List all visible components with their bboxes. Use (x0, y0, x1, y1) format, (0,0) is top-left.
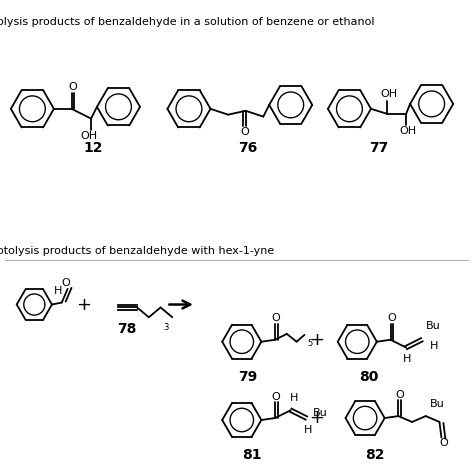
Text: 3: 3 (164, 322, 169, 331)
Text: Bu: Bu (430, 399, 445, 410)
Text: +: + (76, 295, 91, 313)
Text: 79: 79 (238, 370, 257, 384)
Text: 78: 78 (118, 322, 137, 336)
Text: 82: 82 (365, 448, 384, 462)
Text: OH: OH (81, 131, 98, 141)
Text: OH: OH (400, 126, 417, 137)
Text: Bu: Bu (426, 321, 441, 331)
Text: O: O (68, 82, 77, 92)
Text: H: H (54, 286, 62, 296)
Text: O: O (272, 313, 281, 323)
Text: +: + (309, 331, 324, 349)
Text: O: O (272, 392, 281, 401)
Text: 80: 80 (359, 370, 379, 384)
Text: OH: OH (380, 89, 397, 99)
Text: 81: 81 (242, 448, 261, 462)
Text: Bu: Bu (313, 408, 328, 418)
Text: 5: 5 (308, 339, 313, 348)
Text: 76: 76 (238, 141, 257, 155)
Text: O: O (240, 128, 249, 137)
Text: H: H (304, 425, 312, 435)
Text: +: + (309, 409, 324, 427)
Text: H: H (403, 355, 411, 365)
Text: O: O (61, 278, 70, 288)
Text: otolysis products of benzaldehyde with hex-1-yne: otolysis products of benzaldehyde with h… (0, 246, 274, 256)
Text: H: H (429, 341, 438, 351)
Text: O: O (439, 438, 448, 448)
Text: O: O (387, 313, 396, 323)
Text: olysis products of benzaldehyde in a solution of benzene or ethanol: olysis products of benzaldehyde in a sol… (0, 17, 374, 27)
Text: H: H (290, 393, 298, 403)
Text: 77: 77 (369, 141, 388, 155)
Text: O: O (395, 390, 404, 400)
Text: 12: 12 (83, 141, 103, 155)
